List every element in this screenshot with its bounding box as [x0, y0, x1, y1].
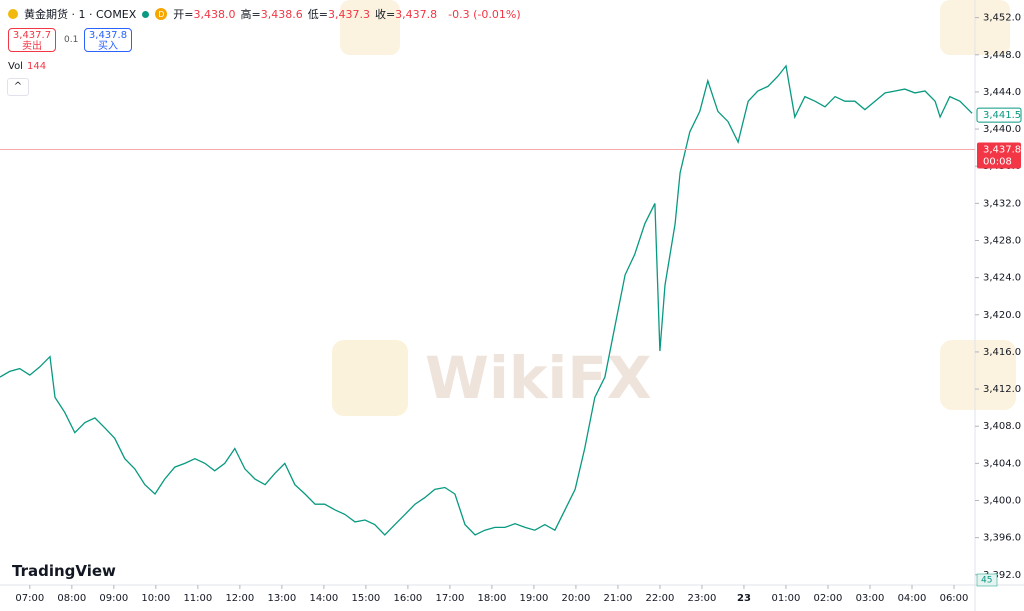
x-tick-label: 16:00 — [393, 593, 422, 604]
ohlc-value: 3,438.0 — [193, 8, 236, 21]
ohlc-label: 低= — [307, 8, 328, 21]
x-tick-label: 02:00 — [814, 593, 843, 604]
watermark: WikiFX — [425, 344, 652, 412]
y-tick-label: 3,408.0 — [983, 421, 1021, 432]
x-tick-label: 21:00 — [604, 593, 633, 604]
countdown: 00:08 — [983, 157, 1012, 168]
y-tick-label: 3,440.0 — [983, 124, 1021, 135]
x-tick-label: 07:00 — [15, 593, 44, 604]
ohlc-label: 高= — [240, 8, 261, 21]
x-tick-label: 04:00 — [898, 593, 927, 604]
volume-legend: Vol 144 — [8, 61, 46, 72]
x-tick-label: 09:00 — [99, 593, 128, 604]
last-price-box — [977, 142, 1021, 169]
symbol: 黄金期货 · 1 · COMEX — [24, 8, 137, 21]
x-tick-label: 22:00 — [646, 593, 675, 604]
y-tick-label: 3,428.0 — [983, 236, 1021, 247]
y-tick-label: 3,420.0 — [983, 310, 1021, 321]
sell-label: 卖出 — [22, 41, 42, 52]
y-tick-label: 3,396.0 — [983, 533, 1021, 544]
status-dot — [142, 10, 150, 18]
ohlc-label: 开= — [173, 8, 194, 21]
change: -0.3 (-0.01%) — [448, 7, 521, 21]
y-tick-label: 3,444.0 — [983, 87, 1021, 98]
y-tick-label: 3,424.0 — [983, 273, 1021, 284]
watermark-logo — [340, 0, 400, 55]
watermark-logo — [332, 340, 408, 416]
y-tick-label: 3,452.0 — [983, 13, 1021, 24]
marker-price-label: 3,441.5 — [983, 110, 1021, 121]
last-price-label: 3,437.8 — [983, 145, 1021, 156]
x-tick-label: 06:00 — [940, 593, 969, 604]
symbol-icon — [8, 9, 18, 19]
x-tick-label: 11:00 — [183, 593, 212, 604]
legend-header: 黄金期货 · 1 · COMEX D 开=3,438.0 高=3,438.6 低=3… — [8, 6, 521, 22]
ohlc-value: 3,437.8 — [395, 8, 438, 21]
volume-axis-label: 45 — [981, 576, 992, 586]
volume-value: 144 — [26, 61, 47, 72]
ohlc: 开=3,438.0 高=3,438.6 低=3,437.3 收=3,437.8 — [173, 6, 442, 22]
sell-button[interactable]: 3,437.7 卖出 — [8, 28, 56, 52]
ohlc-value: 3,437.3 — [327, 8, 370, 21]
x-tick-label: 13:00 — [267, 593, 296, 604]
ohlc-value: 3,438.6 — [260, 8, 303, 21]
x-tick-label: 23 — [737, 593, 751, 604]
y-tick-label: 3,392.0 — [983, 570, 1021, 581]
collapse-button[interactable]: ^ — [7, 78, 29, 96]
x-tick-label: 19:00 — [520, 593, 549, 604]
spread: 0.1 — [64, 35, 79, 45]
x-tick-label: 03:00 — [856, 593, 885, 604]
price-line — [0, 64, 973, 536]
watermarks: WikiFX — [332, 0, 1016, 416]
x-tick-label: 15:00 — [351, 593, 380, 604]
volume-label: Vol — [8, 61, 23, 72]
buy-price: 3,437.8 — [88, 30, 128, 41]
sell-price: 3,437.7 — [12, 30, 52, 41]
x-tick-label: 23:00 — [688, 593, 717, 604]
y-tick-label: 3,404.0 — [983, 458, 1021, 469]
x-tick-label: 18:00 — [477, 593, 506, 604]
watermark-logo — [940, 340, 1016, 410]
marker-price-box — [976, 107, 1022, 123]
y-tick-label: 3,432.0 — [983, 198, 1021, 209]
y-tick-label: 3,400.0 — [983, 496, 1021, 507]
y-tick-label: 3,416.0 — [983, 347, 1021, 358]
x-tick-label: 17:00 — [435, 593, 464, 604]
x-tick-label: 01:00 — [772, 593, 801, 604]
interval-badge: D — [155, 8, 168, 20]
y-tick-label: 3,448.0 — [983, 50, 1021, 61]
brand: TradingView — [12, 562, 116, 580]
x-tick-label: 20:00 — [562, 593, 591, 604]
buy-button[interactable]: 3,437.8 买入 — [84, 28, 132, 52]
y-tick-label: 3,412.0 — [983, 384, 1021, 395]
ohlc-label: 收= — [374, 8, 396, 21]
x-tick-label: 10:00 — [141, 593, 170, 604]
x-tick-label: 12:00 — [225, 593, 254, 604]
volume-axis-box — [976, 573, 998, 587]
x-tick-label: 14:00 — [309, 593, 338, 604]
x-tick-label: 08:00 — [57, 593, 86, 604]
buy-label: 买入 — [98, 41, 118, 52]
